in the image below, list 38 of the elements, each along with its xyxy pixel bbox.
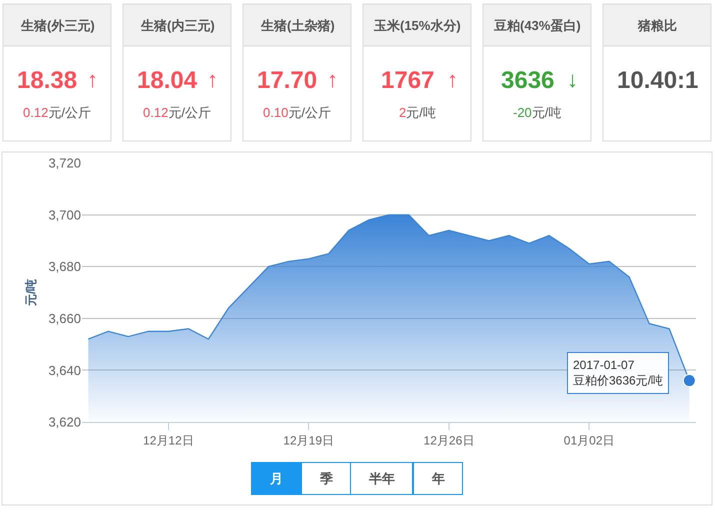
- text: ↓: [567, 67, 578, 92]
- y-tick-label: 3,640: [48, 362, 81, 378]
- text: ↑: [327, 67, 338, 92]
- text: 0.12元/公斤: [143, 105, 211, 120]
- x-tick-label: 12月12日: [143, 433, 194, 448]
- text: 生猪(外三元): [20, 18, 95, 33]
- text: ↑: [447, 67, 458, 92]
- text: 18.04: [137, 67, 198, 94]
- text: 10.40:1: [617, 67, 698, 94]
- text: 0.10元/公斤: [263, 105, 331, 120]
- text: 生猪(土杂猪): [260, 18, 335, 33]
- text: -20元/吨: [513, 105, 562, 120]
- text: 猪粮比: [637, 18, 677, 33]
- text: 半年: [368, 471, 395, 486]
- text: 18.38: [17, 67, 78, 94]
- annotation: 2017-01-07 豆粕价3636元/吨: [573, 358, 664, 388]
- text: 2元/吨: [399, 105, 436, 120]
- y-tick-label: 3,620: [48, 414, 81, 430]
- text: 季: [318, 471, 333, 486]
- text: 1767: [381, 67, 434, 94]
- x-tick-label: 12月19日: [283, 433, 334, 448]
- y-tick-label: 3,700: [48, 207, 81, 222]
- x-tick-label: 12月26日: [424, 433, 474, 448]
- text: ↑: [207, 67, 218, 92]
- text: 豆粕(43%蛋白): [493, 18, 581, 33]
- text: 17.70: [257, 67, 318, 94]
- y-axis-title: 元/吨: [24, 278, 38, 308]
- text: ↑: [87, 67, 98, 92]
- text: 0.12元/公斤: [23, 105, 91, 120]
- text: 月: [268, 471, 283, 486]
- y-tick-label: 3,720: [48, 156, 81, 171]
- y-tick-label: 3,660: [48, 310, 81, 326]
- y-tick-label: 3,680: [48, 259, 81, 274]
- text: 年: [430, 471, 445, 486]
- text: 3636: [501, 67, 554, 94]
- x-tick-label: 01月02日: [564, 433, 614, 448]
- text: 玉米(15%水分): [373, 18, 461, 33]
- text: 生猪(内三元): [140, 18, 215, 33]
